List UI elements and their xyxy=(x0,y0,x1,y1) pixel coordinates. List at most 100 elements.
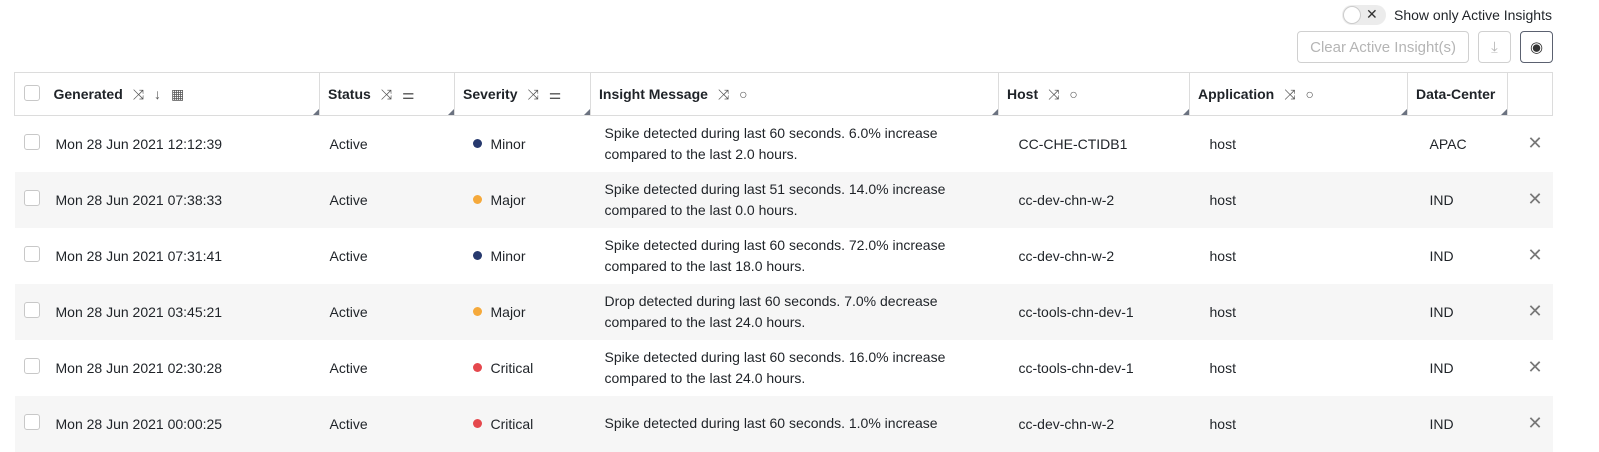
select-all-checkbox[interactable] xyxy=(24,84,40,101)
application-cell: host xyxy=(1209,359,1236,376)
data-center-cell: APAC xyxy=(1429,135,1467,152)
column-label: Status xyxy=(328,85,371,102)
dismiss-icon[interactable]: ✕ xyxy=(1527,301,1543,321)
message-cell: Spike detected during last 60 seconds. 6… xyxy=(604,124,938,162)
status-cell: Active xyxy=(319,171,455,228)
row-checkbox[interactable] xyxy=(23,134,40,151)
table-row[interactable]: Mon 28 Jun 2021 00:00:25 Active Critical… xyxy=(14,395,1553,452)
resize-handle[interactable] xyxy=(1401,109,1407,115)
column-status[interactable]: Status ⤨ ⚌ xyxy=(319,72,455,116)
host-cell: cc-dev-chn-w-2 xyxy=(998,395,1190,452)
message-cell: Drop detected during last 60 seconds. 7.… xyxy=(590,283,999,340)
host-cell: cc-tools-chn-dev-1 xyxy=(998,283,1190,340)
generated-cell: Mon 28 Jun 2021 03:45:21 xyxy=(45,283,320,340)
column-label: Host xyxy=(1007,85,1039,102)
generated-cell: Mon 28 Jun 2021 07:31:41 xyxy=(55,247,223,264)
collapse-icon[interactable]: ⤨ xyxy=(1048,85,1060,102)
header-row: Generated ⤨ ↓ ▦ Status ⤨ ⚌ Severity ⤨ ⚌ Insight… xyxy=(14,72,1553,116)
table-row[interactable]: Mon 28 Jun 2021 03:45:21 Active Major Dr… xyxy=(14,283,1553,340)
column-data-center[interactable]: Data-Center xyxy=(1407,72,1508,116)
host-cell: cc-dev-chn-w-2 xyxy=(998,171,1190,228)
column-severity[interactable]: Severity ⤨ ⚌ xyxy=(454,72,591,116)
column-application[interactable]: Application ⤨ ○ xyxy=(1189,72,1408,116)
application-cell: host xyxy=(1189,395,1408,452)
dismiss-icon[interactable]: ✕ xyxy=(1527,245,1543,265)
table-row[interactable]: Mon 28 Jun 2021 12:12:39 Active Minor Sp… xyxy=(15,116,1553,172)
clear-active-insights-button[interactable]: Clear Active Insight(s) xyxy=(1297,31,1469,63)
column-generated[interactable]: Generated ⤨ ↓ ▦ xyxy=(45,72,320,116)
resize-handle[interactable] xyxy=(1183,109,1189,115)
host-cell: cc-tools-chn-dev-1 xyxy=(1018,359,1134,376)
collapse-icon[interactable]: ⤨ xyxy=(380,85,392,102)
toolbar: Clear Active Insight(s) ⤓ ◉ xyxy=(1297,31,1553,63)
insights-table: Generated ⤨ ↓ ▦ Status ⤨ ⚌ Severity ⤨ ⚌ Insight… xyxy=(14,72,1553,452)
resize-handle[interactable] xyxy=(1501,109,1507,115)
dismiss-icon[interactable]: ✕ xyxy=(1527,189,1543,209)
collapse-icon[interactable]: ⤨ xyxy=(527,85,539,102)
table-row[interactable]: Mon 28 Jun 2021 02:30:28 Active Critical… xyxy=(15,340,1553,396)
message-cell: Spike detected during last 60 seconds. 1… xyxy=(604,348,946,386)
data-center-cell: IND xyxy=(1429,359,1454,376)
row-checkbox[interactable] xyxy=(23,246,40,262)
dismiss-icon[interactable]: ✕ xyxy=(1527,413,1543,433)
resize-handle[interactable] xyxy=(313,109,319,115)
severity-label: Critical xyxy=(490,359,534,376)
table-row[interactable]: Mon 28 Jun 2021 07:31:41 Active Minor Sp… xyxy=(15,228,1553,284)
severity-cell: Critical xyxy=(455,340,591,396)
data-center-cell: IND xyxy=(1429,247,1454,264)
message-cell: Spike detected during last 60 seconds. 7… xyxy=(604,236,946,274)
filter-icon[interactable]: ⚌ xyxy=(548,85,562,102)
host-cell: CC-CHE-CTIDB1 xyxy=(1018,135,1128,152)
severity-cell: Critical xyxy=(454,395,591,452)
column-insight-message[interactable]: Insight Message ⤨ ○ xyxy=(590,72,999,116)
column-label: Severity xyxy=(463,85,518,102)
status-cell: Active xyxy=(329,247,368,264)
severity-cell: Minor xyxy=(455,116,591,172)
column-label: Generated xyxy=(53,85,123,102)
collapse-icon[interactable]: ⤨ xyxy=(132,85,144,102)
dismiss-icon[interactable]: ✕ xyxy=(1527,357,1543,377)
resize-handle[interactable] xyxy=(584,109,590,115)
application-cell: host xyxy=(1189,171,1408,228)
row-checkbox[interactable] xyxy=(23,302,40,318)
filter-icon[interactable]: ⚌ xyxy=(402,85,415,102)
column-label: Data-Center xyxy=(1416,86,1496,102)
search-icon[interactable]: ○ xyxy=(1305,85,1314,102)
table-row[interactable]: Mon 28 Jun 2021 07:38:33 Active Major Sp… xyxy=(14,171,1553,228)
application-cell: host xyxy=(1209,135,1236,152)
column-host[interactable]: Host ⤨ ○ xyxy=(998,72,1190,116)
download-button[interactable]: ⤓ xyxy=(1478,31,1511,63)
severity-label: Major xyxy=(490,303,526,320)
severity-label: Minor xyxy=(490,247,526,264)
collapse-icon[interactable]: ⤨ xyxy=(1284,85,1296,102)
application-cell: host xyxy=(1209,247,1236,264)
active-insights-toggle[interactable]: ✕ xyxy=(1342,5,1387,25)
eye-icon: ◉ xyxy=(1529,39,1544,56)
search-icon[interactable]: ○ xyxy=(739,85,748,102)
column-label: Insight Message xyxy=(599,85,708,102)
severity-cell: Major xyxy=(454,283,591,340)
close-icon: ✕ xyxy=(1366,6,1378,22)
data-center-cell: IND xyxy=(1407,395,1508,452)
row-checkbox[interactable] xyxy=(23,190,40,206)
severity-label: Critical xyxy=(490,415,534,432)
column-label: Application xyxy=(1198,85,1275,102)
status-cell: Active xyxy=(329,135,368,152)
host-cell: cc-dev-chn-w-2 xyxy=(1018,247,1115,264)
application-cell: host xyxy=(1189,283,1408,340)
sort-down-icon[interactable]: ↓ xyxy=(153,85,161,102)
collapse-icon[interactable]: ⤨ xyxy=(717,85,730,102)
severity-cell: Minor xyxy=(455,228,591,284)
resize-handle[interactable] xyxy=(448,109,454,115)
row-checkbox[interactable] xyxy=(23,358,40,374)
view-columns-button[interactable]: ◉ xyxy=(1520,31,1553,63)
severity-dot xyxy=(472,418,482,428)
dismiss-icon[interactable]: ✕ xyxy=(1527,133,1543,154)
resize-handle[interactable] xyxy=(992,109,998,115)
severity-dot xyxy=(472,138,482,148)
search-icon[interactable]: ○ xyxy=(1069,85,1078,102)
toggle-knob xyxy=(1343,6,1362,24)
calendar-icon[interactable]: ▦ xyxy=(170,85,185,102)
severity-dot xyxy=(472,250,482,260)
download-icon: ⤓ xyxy=(1491,38,1498,56)
